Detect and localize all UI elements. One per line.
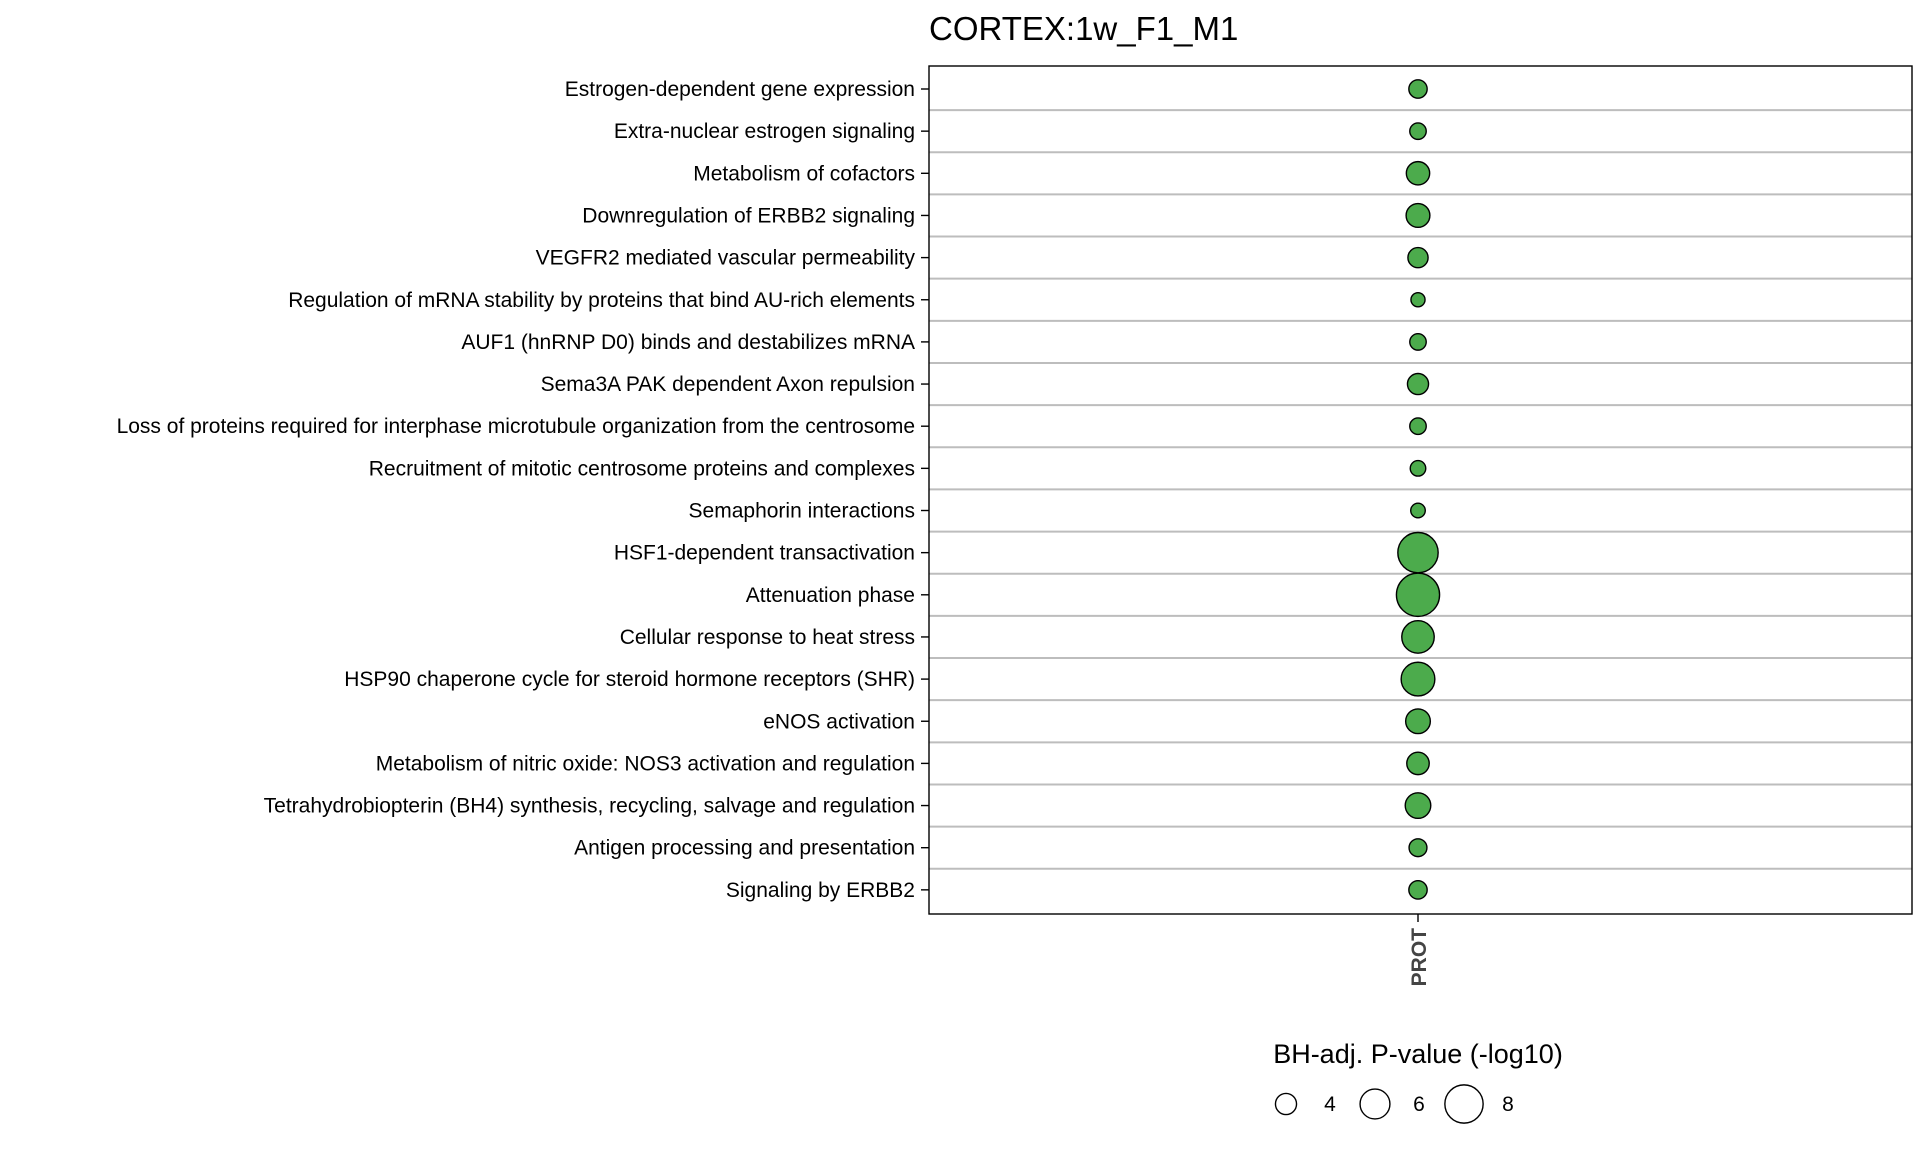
- data-point: [1410, 502, 1426, 519]
- y-tick-label: Extra-nuclear estrogen signaling: [614, 120, 915, 143]
- data-point: [1407, 246, 1429, 269]
- legend-key-label: 4: [1324, 1093, 1336, 1116]
- y-tick-label: Tetrahydrobiopterin (BH4) synthesis, rec…: [264, 795, 915, 818]
- y-tick-label: Signaling by ERBB2: [726, 879, 915, 902]
- data-point: [1404, 792, 1432, 820]
- y-tick-label: Loss of proteins required for interphase…: [117, 415, 915, 438]
- data-point: [1404, 708, 1432, 735]
- y-tick-label: Sema3A PAK dependent Axon repulsion: [541, 373, 915, 396]
- data-point: [1408, 879, 1428, 900]
- plot-panel-border: [928, 65, 1913, 915]
- legend-key-circle: [1359, 1088, 1391, 1120]
- data-point: [1409, 122, 1427, 141]
- data-point: [1395, 572, 1441, 618]
- y-tick-label: eNOS activation: [763, 710, 915, 733]
- x-tick-label: PROT: [1408, 928, 1431, 987]
- data-point: [1406, 751, 1430, 776]
- data-point: [1401, 620, 1435, 654]
- y-tick-label: VEGFR2 mediated vascular permeability: [536, 247, 916, 270]
- data-point: [1397, 531, 1439, 574]
- data-point: [1400, 661, 1436, 697]
- y-tick-label: Attenuation phase: [746, 584, 915, 607]
- y-tick-label: Metabolism of nitric oxide: NOS3 activat…: [376, 752, 915, 775]
- y-tick-label: Regulation of mRNA stability by proteins…: [288, 289, 915, 312]
- data-point: [1409, 332, 1427, 351]
- y-tick-label: Semaphorin interactions: [689, 500, 915, 523]
- data-point: [1409, 417, 1427, 436]
- legend-keys: 4 6 8: [1274, 1084, 1514, 1124]
- legend-key-label: 8: [1502, 1093, 1514, 1116]
- y-tick-label: HSF1-dependent transactivation: [614, 542, 915, 565]
- legend-key-circle: [1274, 1092, 1298, 1116]
- legend-key-label: 6: [1413, 1093, 1425, 1116]
- y-tick-label: Estrogen-dependent gene expression: [565, 78, 915, 101]
- y-tick-label: Cellular response to heat stress: [620, 626, 915, 649]
- data-point: [1405, 160, 1431, 186]
- legend-title: BH-adj. P-value (-log10): [1273, 1039, 1563, 1069]
- legend-key-circle: [1444, 1084, 1484, 1124]
- data-point: [1410, 292, 1426, 308]
- data-point: [1406, 372, 1430, 396]
- y-tick-label: Downregulation of ERBB2 signaling: [582, 204, 915, 227]
- y-tick-label: HSP90 chaperone cycle for steroid hormon…: [344, 668, 915, 691]
- size-legend: BH-adj. P-value (-log10) 4 6 8: [1273, 1039, 1563, 1124]
- y-axis: Estrogen-dependent gene expression Extra-…: [117, 78, 929, 902]
- data-point: [1405, 202, 1431, 229]
- y-tick-label: Antigen processing and presentation: [574, 837, 915, 860]
- y-tick-label: Recruitment of mitotic centrosome protei…: [369, 457, 915, 480]
- data-point: [1408, 79, 1428, 99]
- data-point: [1409, 459, 1427, 477]
- chart-title: CORTEX:1w_F1_M1: [929, 10, 1238, 47]
- data-points: [1395, 79, 1441, 900]
- data-point: [1408, 838, 1428, 858]
- x-axis: PROT: [1408, 914, 1431, 986]
- y-tick-label: Metabolism of cofactors: [693, 162, 915, 185]
- y-tick-label: AUF1 (hnRNP D0) binds and destabilizes m…: [461, 331, 915, 354]
